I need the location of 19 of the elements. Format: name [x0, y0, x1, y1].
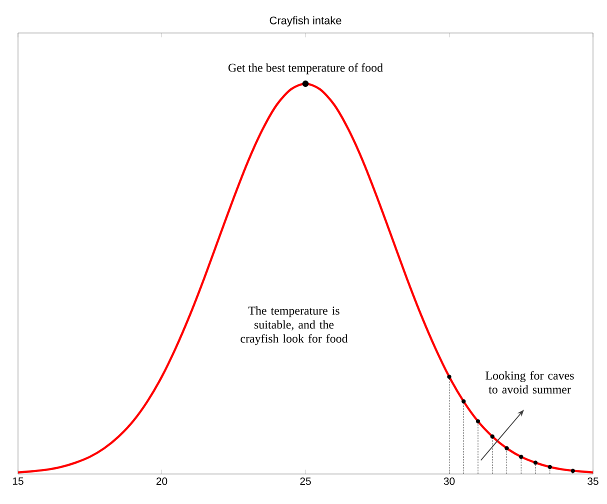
x-tick-label: 30: [444, 478, 455, 485]
point: [533, 460, 538, 465]
chart-title: Crayfish intake: [270, 16, 342, 26]
x-tick-label: 15: [12, 478, 24, 485]
annotation: The temperature is suitable, and the crayfish look for food: [240, 306, 348, 346]
point: [570, 468, 575, 473]
point: [504, 446, 509, 450]
point: [462, 399, 466, 404]
point: [447, 374, 452, 379]
point: [519, 454, 524, 459]
x-tick-label: 25: [300, 478, 311, 485]
point: [490, 434, 494, 439]
point: [476, 419, 480, 424]
annotation: Looking for caves to avoid summer: [486, 371, 574, 394]
x-tick-label: 35: [588, 478, 598, 485]
point: [302, 80, 309, 87]
point: [548, 464, 552, 470]
x-tick-label: 20: [156, 478, 168, 485]
annotation: Get the best temperature of food: [228, 63, 383, 74]
